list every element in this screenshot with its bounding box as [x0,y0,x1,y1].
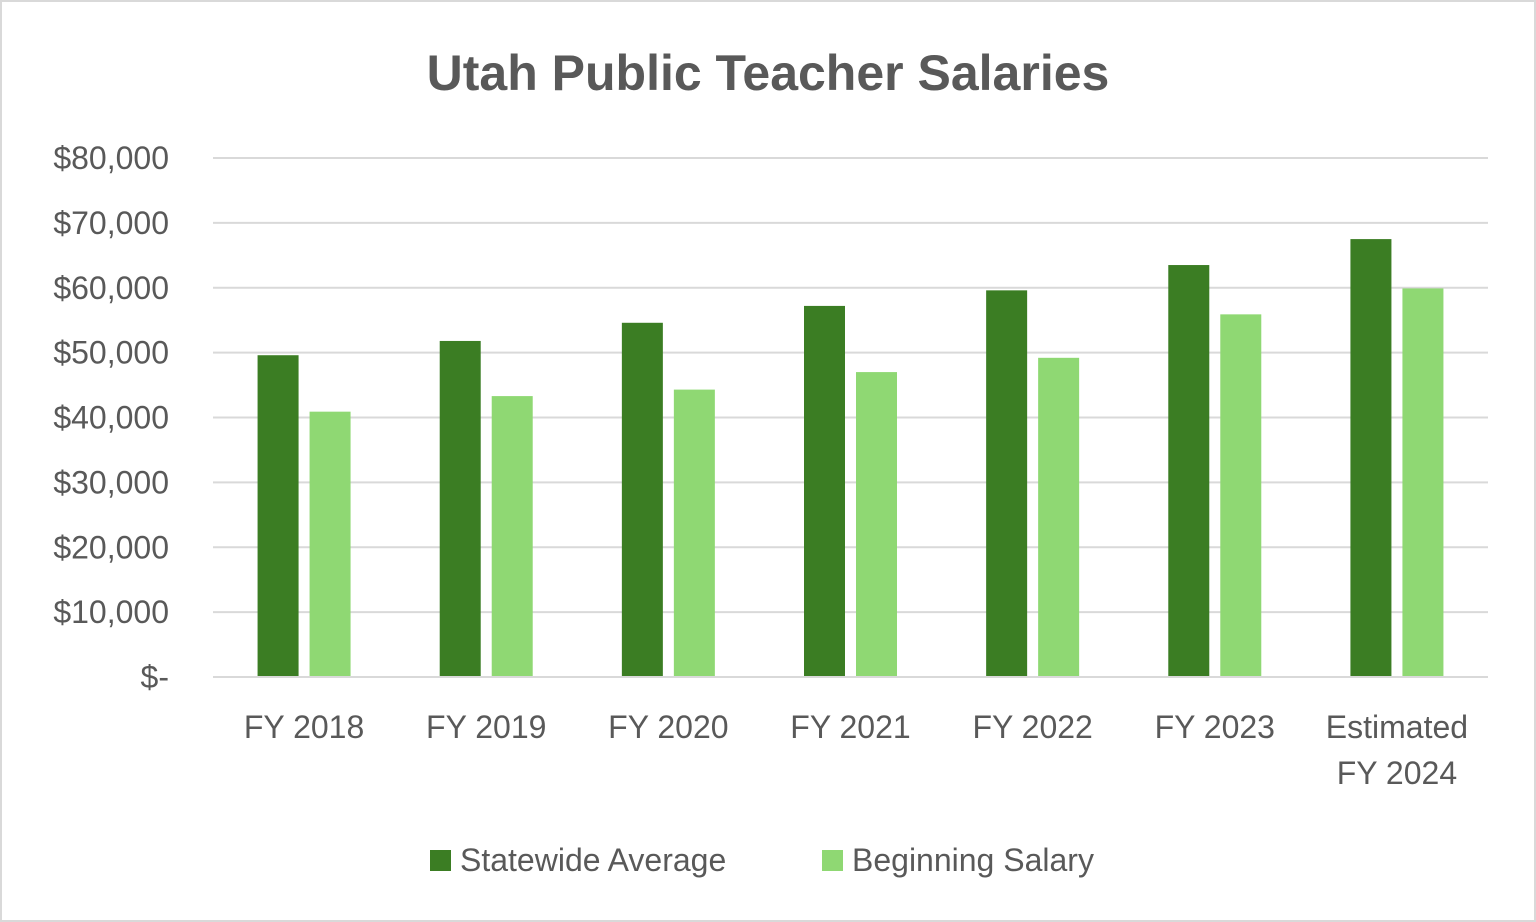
y-tick-label: $50,000 [53,335,169,371]
y-tick-label: $40,000 [53,400,169,436]
y-tick-label: $10,000 [53,594,169,630]
bar-statewide-average [439,340,481,677]
legend: Statewide Average Beginning Salary [430,842,1094,878]
y-tick-label: $60,000 [53,270,169,306]
x-tick-label: FY 2020 [608,709,728,745]
legend-label: Statewide Average [460,842,726,878]
x-tick-label: FY 2021 [790,709,910,745]
x-tick-label: FY 2022 [972,709,1092,745]
y-tick-label: $- [141,659,169,695]
bar-beginning-salary [1402,288,1444,677]
bar-statewide-average [1168,265,1210,677]
x-axis-tick-labels: FY 2018 FY 2019 FY 2020 FY 2021 FY 2022 FY 20… [244,709,1468,791]
bar-beginning-salary [491,396,533,677]
bar-statewide-average [1350,239,1392,677]
y-tick-label: $30,000 [53,464,169,500]
y-tick-label: $20,000 [53,529,169,565]
x-tick-label: Estimated [1326,709,1468,745]
gridlines [213,157,1488,678]
x-tick-label: FY 2018 [244,709,364,745]
x-tick-label: FY 2024 [1337,755,1457,791]
bar-beginning-salary [1220,314,1262,677]
x-tick-label: FY 2023 [1155,709,1275,745]
legend-swatch [822,850,843,871]
bar-beginning-salary [673,389,715,677]
legend-label: Beginning Salary [852,842,1094,878]
bar-statewide-average [621,322,663,677]
bar-statewide-average [257,355,299,677]
chart-title: Utah Public Teacher Salaries [427,45,1110,101]
bars [213,239,1488,678]
y-axis-tick-labels: $- $10,000 $20,000 $30,000 $40,000 $50,000 $60… [53,140,169,695]
bar-beginning-salary [1038,357,1080,677]
bar-statewide-average [986,290,1028,677]
y-tick-label: $70,000 [53,205,169,241]
y-tick-label: $80,000 [53,140,169,176]
bar-statewide-average [804,305,845,677]
bar-beginning-salary [309,411,351,677]
legend-swatch [430,850,451,871]
bar-beginning-salary [856,372,897,677]
x-tick-label: FY 2019 [426,709,546,745]
